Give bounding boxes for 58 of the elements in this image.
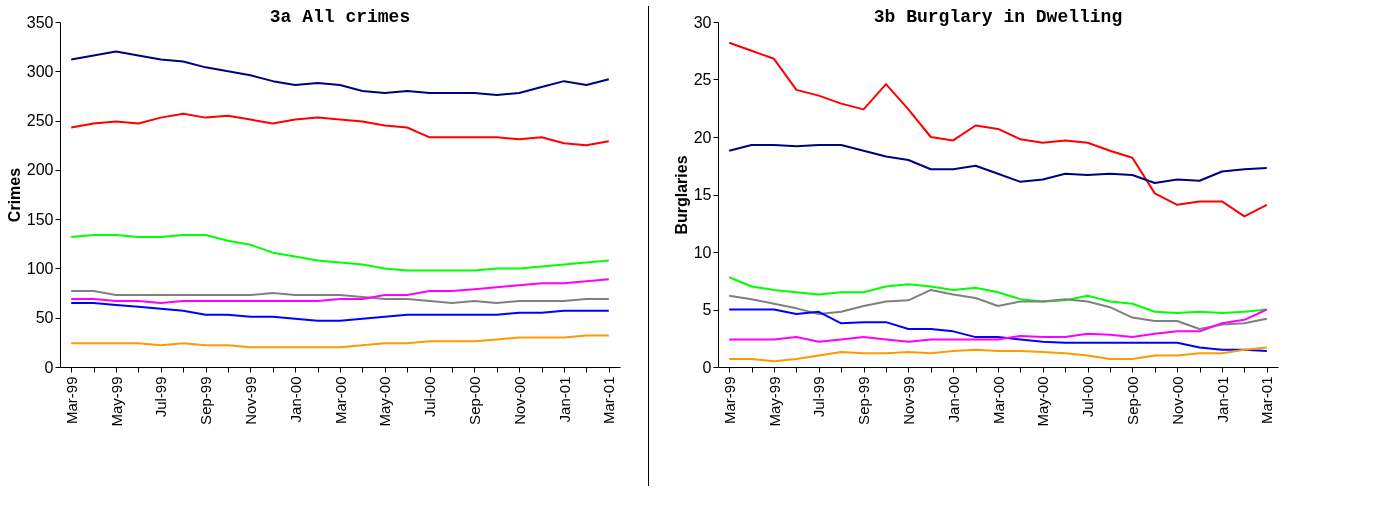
x-tick-label: Mar-00 [331, 376, 349, 425]
y-tick-label: 50 [35, 309, 54, 327]
line-series [728, 41, 1268, 218]
y-tick-label: 350 [26, 13, 54, 31]
x-tick-label: Jan-01 [1213, 376, 1231, 423]
x-tick-label: Mar-99 [62, 376, 80, 425]
line-series [70, 278, 610, 304]
x-tick-label: Nov-00 [510, 376, 528, 425]
x-tick-label: Jul-00 [1079, 376, 1097, 418]
x-tick-label: Nov-99 [241, 376, 259, 425]
y-tick-label: 100 [26, 259, 54, 277]
y-axis-title: Crimes [5, 167, 23, 223]
x-tick-label: Sep-99 [197, 376, 215, 425]
x-tick-label: Nov-99 [899, 376, 917, 425]
x-tick-label: Sep-99 [855, 376, 873, 425]
line-series [70, 233, 610, 272]
line-series [70, 301, 610, 322]
chart-title: 3a All crimes [269, 7, 411, 27]
x-tick-label: Jul-99 [152, 376, 170, 418]
x-tick-label: May-99 [107, 376, 125, 427]
line-series [728, 308, 1268, 352]
chart-title: 3b Burglary in Dwelling [873, 7, 1123, 27]
y-tick-label: 250 [26, 112, 54, 130]
y-tick-label: 0 [44, 358, 54, 376]
line-series [70, 50, 610, 96]
line-series [728, 346, 1268, 363]
y-tick-label: 150 [26, 210, 54, 228]
x-tick-label: Mar-00 [989, 376, 1007, 425]
x-tick-label: Nov-00 [1168, 376, 1186, 425]
y-axis-title: Burglaries [672, 155, 690, 235]
x-tick-label: May-00 [1034, 376, 1052, 427]
x-tick-label: Sep-00 [1123, 376, 1141, 425]
line-series [70, 290, 610, 304]
y-tick-label: 15 [693, 186, 712, 203]
y-tick-label: 25 [693, 71, 712, 88]
x-tick-label: Mar-99 [720, 376, 738, 425]
line-series [728, 288, 1268, 331]
x-tick-label: Jul-00 [421, 376, 439, 418]
y-tick-label: 0 [702, 358, 712, 376]
y-tick-label: 5 [702, 301, 712, 318]
x-tick-label: Jul-99 [810, 376, 828, 418]
x-tick-label: May-99 [765, 376, 783, 427]
x-tick-label: Mar-01 [600, 376, 618, 425]
x-tick-label: May-00 [376, 376, 394, 427]
y-tick-label: 30 [693, 13, 712, 31]
x-tick-label: Jan-00 [286, 376, 304, 423]
y-tick-label: 300 [26, 62, 54, 80]
x-tick-label: Mar-01 [1258, 376, 1276, 425]
x-tick-label: Sep-00 [465, 376, 483, 425]
y-tick-label: 20 [693, 128, 712, 146]
line-series [728, 144, 1268, 184]
y-tick-label: 200 [26, 161, 54, 179]
line-series [70, 112, 610, 147]
x-tick-label: Jan-01 [555, 376, 573, 423]
line-series [728, 308, 1268, 343]
y-tick-label: 10 [693, 243, 712, 261]
line-series [70, 334, 610, 349]
x-tick-label: Jan-00 [944, 376, 962, 423]
